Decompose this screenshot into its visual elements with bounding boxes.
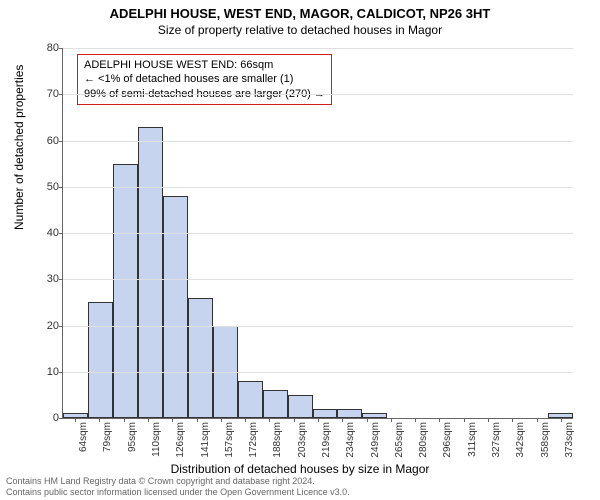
histogram-bar [163,196,188,418]
footer-line1: Contains HM Land Registry data © Crown c… [6,476,350,487]
gridline [63,48,573,49]
x-tick-mark [245,418,246,422]
x-tick-mark [221,418,222,422]
y-tick-mark [59,372,63,373]
y-tick-mark [59,326,63,327]
histogram-bar [138,127,163,418]
x-tick-mark [269,418,270,422]
gridline [63,279,573,280]
y-tick-mark [59,418,63,419]
x-tick-label: 203sqm [297,422,308,458]
footer-attribution: Contains HM Land Registry data © Crown c… [6,476,350,498]
x-tick-mark [464,418,465,422]
histogram-bar [238,381,263,418]
y-tick-mark [59,233,63,234]
x-tick-mark [367,418,368,422]
x-axis-label: Distribution of detached houses by size … [0,462,600,476]
y-tick-mark [59,279,63,280]
y-tick-mark [59,48,63,49]
x-tick-label: 327sqm [491,422,502,458]
x-tick-mark [172,418,173,422]
gridline [63,187,573,188]
x-tick-label: 219sqm [321,422,332,458]
x-tick-mark [415,418,416,422]
x-tick-mark [99,418,100,422]
chart-title: ADELPHI HOUSE, WEST END, MAGOR, CALDICOT… [0,0,600,21]
x-tick-label: 373sqm [564,422,575,458]
x-tick-label: 188sqm [272,422,283,458]
histogram-bar [337,409,362,418]
x-tick-mark [75,418,76,422]
chart-plot-area: ADELPHI HOUSE WEST END: 66sqm ← <1% of d… [62,48,573,419]
y-tick-label: 60 [47,135,59,147]
y-tick-label: 50 [47,181,59,193]
y-axis-label: Number of detached properties [12,65,26,230]
x-tick-mark [439,418,440,422]
gridline [63,233,573,234]
histogram-bar [263,390,288,418]
x-tick-label: 234sqm [345,422,356,458]
gridline [63,326,573,327]
annotation-line1: ADELPHI HOUSE WEST END: 66sqm [84,58,325,72]
x-tick-label: 358sqm [540,422,551,458]
x-tick-label: 79sqm [102,422,113,452]
x-tick-mark [537,418,538,422]
x-tick-label: 110sqm [151,422,162,457]
x-tick-mark [561,418,562,422]
x-tick-label: 265sqm [394,422,405,458]
gridline [63,141,573,142]
x-tick-label: 126sqm [175,422,186,458]
x-tick-label: 311sqm [467,422,478,457]
y-tick-label: 20 [47,320,59,332]
x-tick-label: 172sqm [248,422,259,458]
chart-subtitle: Size of property relative to detached ho… [0,21,600,37]
annotation-box: ADELPHI HOUSE WEST END: 66sqm ← <1% of d… [77,54,332,105]
x-tick-mark [197,418,198,422]
y-tick-mark [59,94,63,95]
gridline [63,94,573,95]
x-tick-mark [512,418,513,422]
histogram-bar [188,298,213,418]
x-tick-label: 64sqm [78,422,89,452]
x-tick-label: 280sqm [418,422,429,458]
x-tick-label: 296sqm [442,422,453,458]
x-tick-mark [342,418,343,422]
histogram-bar [288,395,313,418]
y-tick-label: 40 [47,227,59,239]
x-tick-label: 342sqm [515,422,526,458]
x-tick-label: 141sqm [200,422,211,458]
x-tick-mark [124,418,125,422]
y-tick-mark [59,141,63,142]
histogram-bar [313,409,338,418]
annotation-line2: ← <1% of detached houses are smaller (1) [84,72,325,86]
x-tick-mark [318,418,319,422]
y-tick-label: 10 [47,366,59,378]
footer-line2: Contains public sector information licen… [6,487,350,498]
x-tick-label: 95sqm [127,422,138,452]
histogram-bar [113,164,138,418]
x-tick-mark [391,418,392,422]
y-tick-label: 80 [47,42,59,54]
x-tick-mark [148,418,149,422]
y-tick-label: 70 [47,88,59,100]
x-tick-label: 249sqm [370,422,381,458]
gridline [63,372,573,373]
x-tick-mark [294,418,295,422]
y-tick-label: 30 [47,273,59,285]
x-tick-label: 157sqm [224,422,235,458]
y-tick-mark [59,187,63,188]
histogram-bar [88,302,113,418]
x-tick-mark [488,418,489,422]
